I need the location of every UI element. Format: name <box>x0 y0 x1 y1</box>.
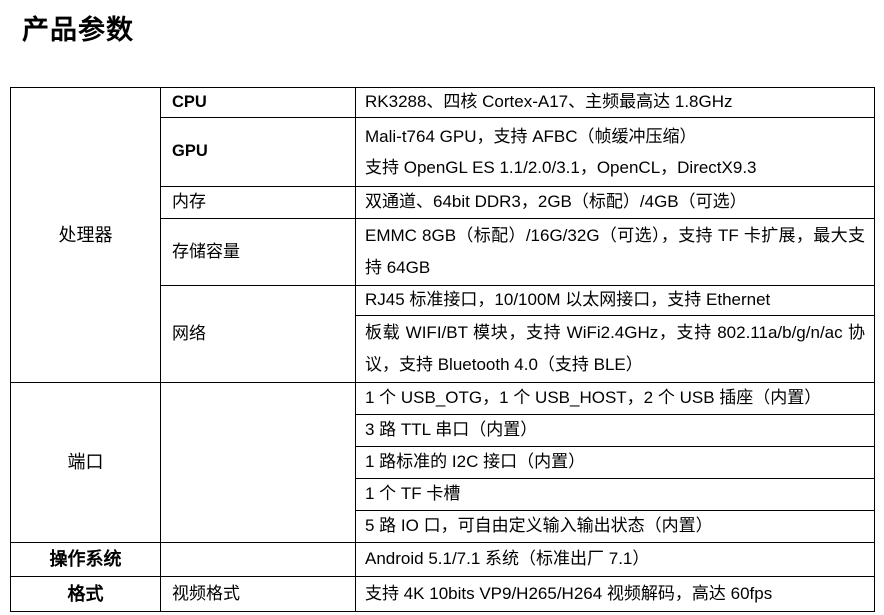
value-gpu: Mali-t764 GPU，支持 AFBC（帧缓冲压缩） 支持 OpenGL E… <box>355 117 875 187</box>
value-port-ttl: 3 路 TTL 串口（内置） <box>355 414 875 447</box>
section-label-format: 格式 <box>10 576 161 612</box>
param-label-cpu: CPU <box>160 87 356 118</box>
table-row-port-tf: 1 个 TF 卡槽 <box>11 478 875 511</box>
empty-cell-os <box>160 542 356 577</box>
value-network-wifi: 板载 WIFI/BT 模块，支持 WiFi2.4GHz，支持 802.11a/b… <box>355 315 875 383</box>
table-row-port-usb: 端口 1 个 USB_OTG，1 个 USB_HOST，2 个 USB 插座（内… <box>10 382 875 543</box>
empty-cell-ports <box>160 382 356 543</box>
section-label-os: 操作系统 <box>10 542 161 577</box>
value-network-ethernet: RJ45 标准接口，10/100M 以太网接口，支持 Ethernet <box>355 285 875 316</box>
section-label-processor: 处理器 <box>10 87 161 383</box>
param-label-gpu: GPU <box>160 117 356 187</box>
value-gpu-line1: Mali-t764 GPU，支持 AFBC（帧缓冲压缩） <box>365 127 697 146</box>
table-row-storage: 存储容量 EMMC 8GB（标配）/16G/32G（可选），支持 TF 卡扩展，… <box>11 218 875 286</box>
value-cpu: RK3288、四核 Cortex-A17、主频最高达 1.8GHz <box>355 87 875 118</box>
table-row-gpu: GPU Mali-t764 GPU，支持 AFBC（帧缓冲压缩） 支持 Open… <box>11 117 875 187</box>
value-port-usb: 1 个 USB_OTG，1 个 USB_HOST，2 个 USB 插座（内置） <box>355 382 875 415</box>
page-title: 产品参数 <box>22 15 134 45</box>
value-video-format: 支持 4K 10bits VP9/H265/H264 视频解码，高达 60fps <box>355 576 875 612</box>
value-memory: 双通道、64bit DDR3，2GB（标配）/4GB（可选） <box>355 186 875 219</box>
section-label-ports: 端口 <box>10 382 161 543</box>
value-port-io: 5 路 IO 口，可自由定义输入输出状态（内置） <box>355 510 875 543</box>
value-gpu-line2: 支持 OpenGL ES 1.1/2.0/3.1，OpenCL，DirectX9… <box>365 158 757 177</box>
table-row-network-2: 板载 WIFI/BT 模块，支持 WiFi2.4GHz，支持 802.11a/b… <box>11 315 875 383</box>
table-row-network-1: 网络 RJ45 标准接口，10/100M 以太网接口，支持 Ethernet <box>11 285 875 383</box>
param-label-network: 网络 <box>160 285 356 383</box>
table-row-os: 操作系统 Android 5.1/7.1 系统（标准出厂 7.1） <box>10 542 875 577</box>
value-storage: EMMC 8GB（标配）/16G/32G（可选），支持 TF 卡扩展，最大支持 … <box>355 218 875 286</box>
value-os: Android 5.1/7.1 系统（标准出厂 7.1） <box>355 542 875 577</box>
param-label-storage: 存储容量 <box>160 218 356 286</box>
table-row-memory: 内存 双通道、64bit DDR3，2GB（标配）/4GB（可选） <box>11 186 875 219</box>
table-row-format: 格式 视频格式 支持 4K 10bits VP9/H265/H264 视频解码，… <box>10 576 875 612</box>
value-port-tf: 1 个 TF 卡槽 <box>355 478 875 511</box>
param-label-memory: 内存 <box>160 186 356 219</box>
table-row-cpu: 处理器 CPU RK3288、四核 Cortex-A17、主频最高达 1.8GH… <box>10 87 875 383</box>
table-row-port-io: 5 路 IO 口，可自由定义输入输出状态（内置） <box>11 510 875 543</box>
table-row-port-i2c: 1 路标准的 I2C 接口（内置） <box>11 446 875 479</box>
value-port-i2c: 1 路标准的 I2C 接口（内置） <box>355 446 875 479</box>
param-label-video-format: 视频格式 <box>160 576 356 612</box>
product-specs-table: 处理器 CPU RK3288、四核 Cortex-A17、主频最高达 1.8GH… <box>10 87 875 612</box>
